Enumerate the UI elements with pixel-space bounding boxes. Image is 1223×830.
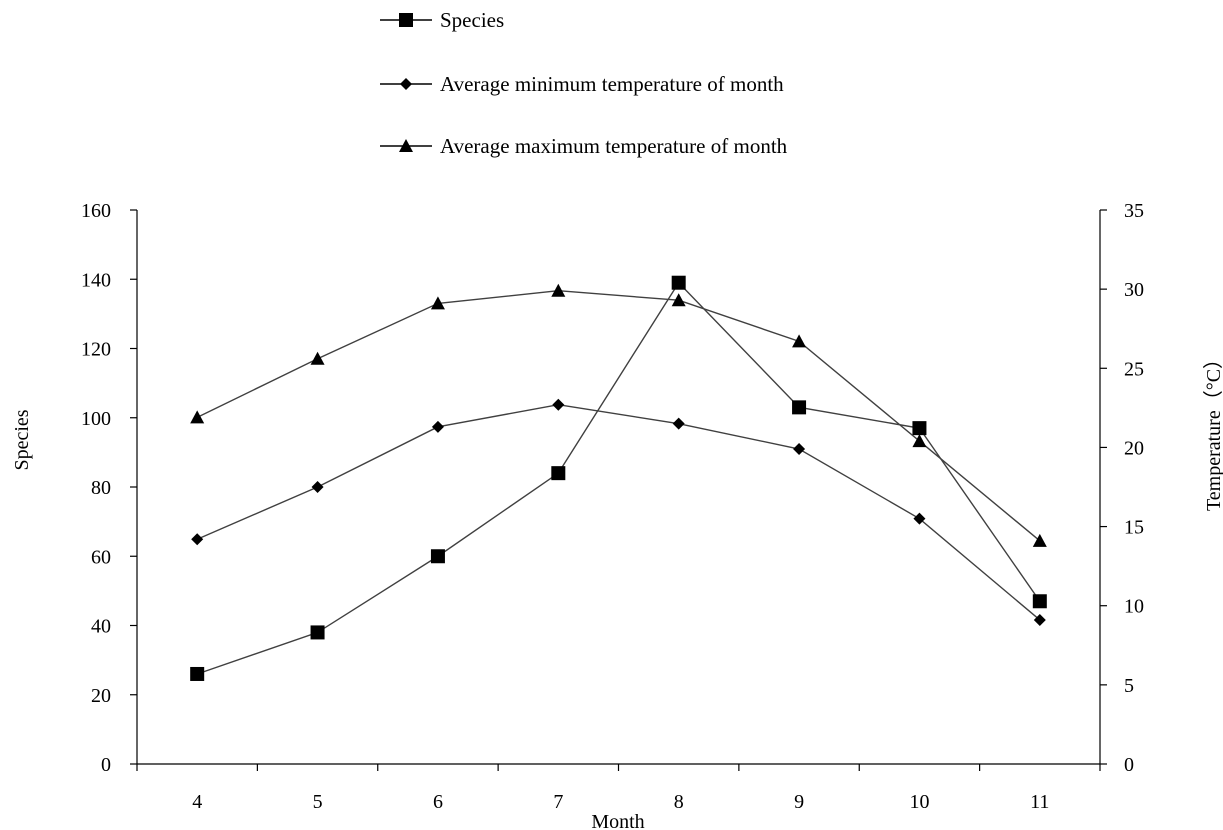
series-3-point — [792, 334, 807, 348]
series-line-2 — [196, 403, 1041, 621]
series-2-point — [1033, 613, 1046, 626]
x-tick-label: 4 — [192, 791, 202, 813]
right-y-tick-label: 5 — [1124, 675, 1134, 697]
ticks: 0 20 40 60 80 100 120 140 160 0 5 10 15 20 25 30 35 4 5 6 7 8… — [81, 200, 1144, 813]
series-1-point — [671, 275, 686, 290]
right-y-tick-label: 35 — [1124, 200, 1144, 222]
legend-label: Average minimum temperature of month — [440, 72, 784, 96]
legend-label: Species — [440, 8, 504, 32]
series-1-point — [912, 421, 927, 436]
left-y-tick-label: 0 — [101, 754, 111, 776]
series-3-point — [190, 410, 205, 424]
series-1-point — [1032, 594, 1047, 609]
series-1-point — [551, 466, 566, 481]
left-y-tick-label: 100 — [81, 408, 111, 430]
series-2-point — [672, 417, 685, 430]
x-tick-label: 6 — [433, 791, 443, 813]
series-3-point — [310, 351, 325, 365]
x-tick-label: 5 — [313, 791, 323, 813]
right-y-tick-label: 20 — [1124, 437, 1144, 459]
series-3-point — [1032, 533, 1047, 547]
left-y-tick-label: 60 — [91, 546, 111, 568]
series-2-point — [431, 420, 444, 433]
legend-marker — [399, 13, 413, 27]
series-group — [190, 275, 1047, 681]
series-line-1 — [196, 281, 1041, 675]
right-y-axis-title: Temperature（°C） — [1202, 349, 1223, 511]
axes — [136, 210, 1101, 765]
left-y-tick-label: 40 — [91, 616, 111, 638]
series-3-point — [671, 293, 686, 307]
series-2-point — [191, 533, 204, 546]
series-1-point — [792, 400, 807, 415]
right-y-tick-label: 15 — [1124, 517, 1144, 539]
right-y-tick-label: 30 — [1124, 279, 1144, 301]
series-1-point — [430, 549, 445, 564]
legend-marker — [400, 78, 412, 90]
x-tick-label: 9 — [794, 791, 804, 813]
left-y-tick-label: 20 — [91, 685, 111, 707]
right-y-tick-label: 25 — [1124, 358, 1144, 380]
x-tick-label: 7 — [553, 791, 563, 813]
series-1-point — [310, 625, 325, 640]
left-y-tick-label: 160 — [81, 200, 111, 222]
series-2-point — [552, 398, 565, 411]
series-3-point — [912, 434, 927, 448]
series-line-3 — [196, 290, 1041, 542]
x-axis-title: Month — [591, 811, 644, 830]
right-y-tick-label: 10 — [1124, 596, 1144, 618]
x-tick-label: 8 — [674, 791, 684, 813]
series-2-point — [913, 512, 926, 525]
series-3-point — [430, 296, 445, 310]
right-y-tick-label: 0 — [1124, 754, 1134, 776]
x-tick-label: 10 — [909, 791, 929, 813]
legend-marker — [399, 139, 413, 152]
series-2-point — [793, 443, 806, 456]
left-y-axis-title: Species — [11, 409, 33, 470]
left-y-tick-label: 120 — [81, 339, 111, 361]
series-3-point — [551, 283, 566, 297]
legend-label: Average maximum temperature of month — [440, 134, 788, 158]
series-2-point — [311, 481, 324, 493]
left-y-tick-label: 140 — [81, 269, 111, 291]
left-y-tick-label: 80 — [91, 477, 111, 499]
series-1-point — [190, 666, 205, 681]
x-tick-label: 11 — [1030, 791, 1049, 813]
legend: Species Average minimum temperature of mo… — [380, 8, 788, 158]
